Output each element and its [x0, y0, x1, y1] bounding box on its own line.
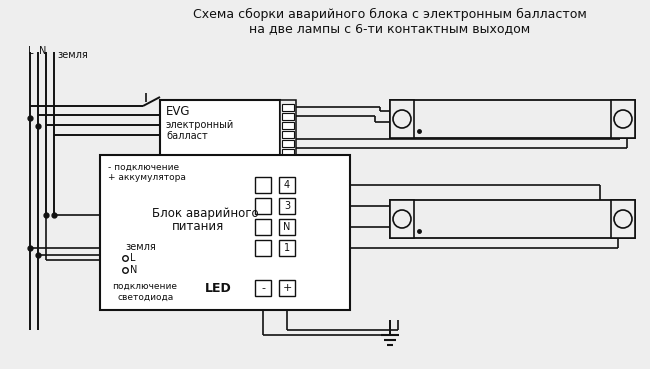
Text: балласт: балласт: [166, 131, 208, 141]
Text: питания: питания: [172, 220, 224, 233]
Bar: [279, 219, 295, 235]
Text: L: L: [28, 46, 34, 56]
Text: светодиода: светодиода: [117, 293, 174, 302]
Bar: [282, 104, 294, 111]
Bar: [282, 140, 294, 147]
Bar: [390, 200, 635, 238]
Text: 4: 4: [284, 180, 290, 190]
Text: земля: земля: [125, 242, 156, 252]
Bar: [279, 177, 295, 193]
Bar: [279, 240, 295, 256]
Bar: [611, 200, 635, 238]
Bar: [280, 100, 296, 160]
Text: LED: LED: [205, 282, 232, 294]
Text: 3: 3: [284, 201, 290, 211]
Bar: [255, 198, 271, 214]
Bar: [160, 100, 280, 160]
Text: -: -: [261, 283, 265, 293]
Text: N: N: [39, 46, 46, 56]
Bar: [282, 113, 294, 120]
Bar: [390, 100, 635, 138]
Text: 1: 1: [284, 243, 290, 253]
Bar: [279, 280, 295, 296]
Bar: [255, 219, 271, 235]
Text: земля: земля: [57, 50, 88, 60]
Text: N: N: [130, 265, 137, 275]
Text: - подключение: - подключение: [108, 163, 179, 172]
Text: +: +: [282, 283, 292, 293]
Text: электронный: электронный: [166, 120, 234, 130]
Bar: [611, 100, 635, 138]
Bar: [279, 198, 295, 214]
Text: Схема сборки аварийного блока с электронным балластом: Схема сборки аварийного блока с электрон…: [193, 8, 587, 21]
Bar: [255, 280, 271, 296]
Text: подключение: подключение: [112, 282, 177, 291]
Bar: [255, 240, 271, 256]
Text: N: N: [283, 222, 291, 232]
Text: EVG: EVG: [166, 105, 190, 118]
Bar: [100, 155, 350, 310]
Text: L: L: [130, 253, 135, 263]
Bar: [282, 149, 294, 156]
Text: + аккумулятора: + аккумулятора: [108, 173, 186, 182]
Bar: [255, 177, 271, 193]
Text: на две лампы с 6-ти контактным выходом: на две лампы с 6-ти контактным выходом: [250, 22, 530, 35]
Text: Блок аварийного: Блок аварийного: [152, 207, 259, 220]
Bar: [390, 100, 414, 138]
Bar: [282, 131, 294, 138]
Bar: [282, 122, 294, 129]
Bar: [390, 200, 414, 238]
